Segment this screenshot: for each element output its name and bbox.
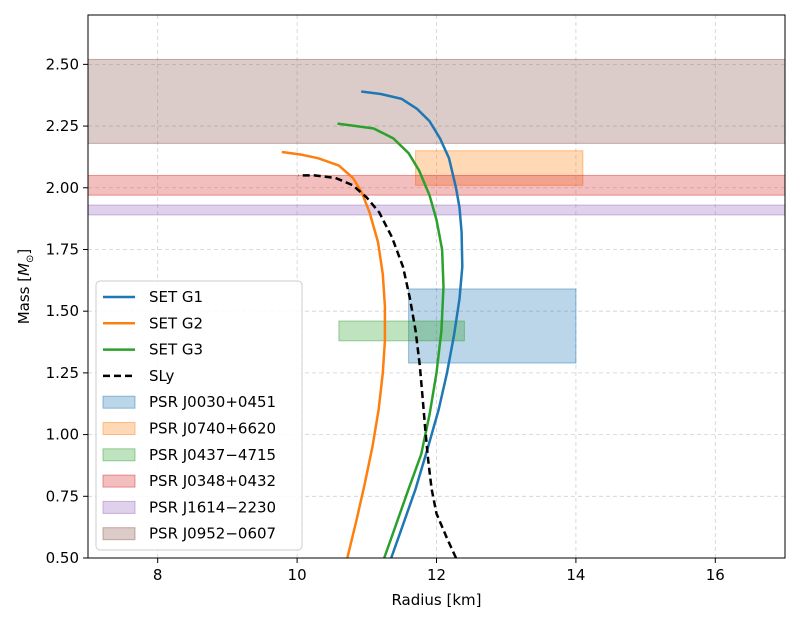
legend-label-psr-j0348-0432: PSR J0348+0432 <box>149 472 276 490</box>
series-sly <box>298 174 458 559</box>
legend-swatch-psr-j0030-0451 <box>102 395 136 409</box>
band-psr-j0437-4715 <box>338 320 465 342</box>
band-psr-j0952-0607 <box>87 58 786 144</box>
x-tick-label: 8 <box>153 566 163 584</box>
y-tick-label: 2.25 <box>46 117 79 135</box>
y-tick-label: 1.25 <box>46 364 79 382</box>
legend-label-set-g1: SET G1 <box>149 288 203 306</box>
legend-swatch-psr-j0348-0432 <box>102 474 136 488</box>
legend-label-psr-j1614-2230: PSR J1614−2230 <box>149 498 276 516</box>
band-psr-j0740-6620 <box>415 150 584 186</box>
x-tick-label: 14 <box>566 566 585 584</box>
eos-curves <box>281 90 464 559</box>
x-axis-ticks: 8 10 12 14 16 <box>153 558 725 584</box>
band-psr-j0030-0451 <box>408 288 577 364</box>
legend-label-set-g3: SET G3 <box>149 341 203 359</box>
y-tick-label: 1.00 <box>46 426 79 444</box>
legend-label-psr-j0437-4715: PSR J0437−4715 <box>149 446 276 464</box>
y-tick-label: 0.50 <box>46 549 79 567</box>
y-axis-ticks: 0.50 0.75 1.00 1.25 1.50 1.75 2.00 2.25 2.50 <box>46 55 88 567</box>
band-psr-j0348-0432 <box>87 174 786 196</box>
legend-swatch-psr-j0740-6620 <box>102 422 136 435</box>
x-tick-label: 10 <box>288 566 307 584</box>
x-axis-label: Radius [km] <box>391 591 481 609</box>
legend-swatch-psr-j0952-0607 <box>102 527 136 541</box>
legend-label-sly: SLy <box>149 367 175 385</box>
legend-swatch-psr-j1614-2230 <box>102 500 136 514</box>
y-tick-label: 1.50 <box>46 302 79 320</box>
legend-label-psr-j0952-0607: PSR J0952−0607 <box>149 525 276 543</box>
y-tick-label: 1.75 <box>46 240 79 258</box>
x-tick-label: 16 <box>706 566 725 584</box>
legend-label-psr-j0030-0451: PSR J0030+0451 <box>149 393 276 411</box>
y-tick-label: 2.50 <box>46 55 79 73</box>
y-tick-label: 2.00 <box>46 179 79 197</box>
legend-box <box>95 280 303 551</box>
y-tick-label: 0.75 <box>46 487 79 505</box>
series-set-g2 <box>281 150 387 559</box>
x-tick-label: 12 <box>427 566 446 584</box>
legend-entries: SET G1 SET G2 SET G3 SLy PSR J0030+0451 PSR J… <box>102 288 276 543</box>
legend-swatch-psr-j0437-4715 <box>102 448 136 462</box>
legend-label-psr-j0740-6620: PSR J0740+6620 <box>149 420 276 438</box>
legend-label-set-g2: SET G2 <box>149 314 203 332</box>
band-psr-j1614-2230 <box>87 204 786 216</box>
y-axis-label: Mass [M⊙] <box>15 249 36 325</box>
series-set-g3 <box>337 122 445 559</box>
legend: SET G1 SET G2 SET G3 SLy PSR J0030+0451 PSR J… <box>95 280 303 551</box>
